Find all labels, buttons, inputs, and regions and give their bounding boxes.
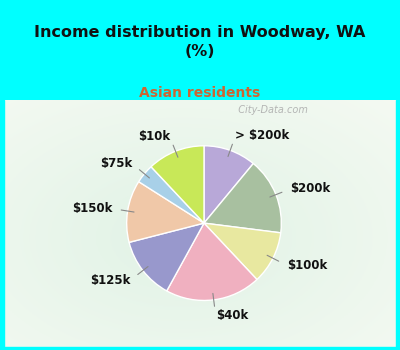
Wedge shape bbox=[127, 182, 204, 242]
Text: $200k: $200k bbox=[290, 182, 330, 195]
Bar bbox=[396, 100, 400, 350]
Text: > $200k: > $200k bbox=[236, 129, 290, 142]
Wedge shape bbox=[139, 167, 204, 223]
Wedge shape bbox=[167, 223, 257, 300]
Text: $125k: $125k bbox=[90, 273, 131, 287]
Wedge shape bbox=[129, 223, 204, 291]
Text: Income distribution in Woodway, WA
(%): Income distribution in Woodway, WA (%) bbox=[34, 25, 366, 59]
Wedge shape bbox=[204, 146, 253, 223]
Text: $40k: $40k bbox=[216, 309, 248, 322]
Text: $150k: $150k bbox=[72, 202, 112, 215]
Bar bbox=[0, 100, 4, 350]
Text: City-Data.com: City-Data.com bbox=[232, 105, 308, 115]
Text: $100k: $100k bbox=[287, 259, 327, 272]
Bar bbox=[0, 348, 400, 350]
Text: Asian residents: Asian residents bbox=[139, 86, 261, 100]
Wedge shape bbox=[151, 146, 204, 223]
Text: $75k: $75k bbox=[100, 158, 132, 170]
Wedge shape bbox=[204, 163, 281, 233]
Text: $10k: $10k bbox=[138, 130, 170, 143]
Wedge shape bbox=[204, 223, 281, 280]
